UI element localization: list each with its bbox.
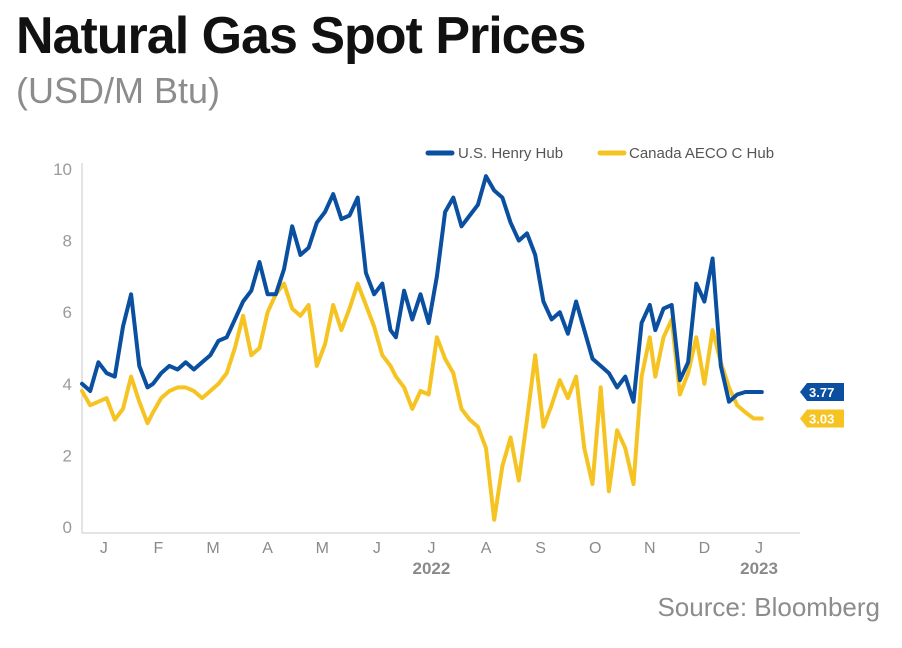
y-axis-ticks: 0 2 4 6 8 10 xyxy=(53,160,72,537)
x-tick-label: M xyxy=(316,540,329,557)
series-line-henry-hub xyxy=(80,174,764,404)
y-tick-label: 2 xyxy=(63,446,72,465)
x-tick-label: J xyxy=(427,540,435,557)
source-note: Source: Bloomberg xyxy=(657,592,880,622)
end-value-label-aeco: 3.03 xyxy=(809,412,834,427)
x-tick-label: A xyxy=(262,540,273,557)
x-year-label: 2023 xyxy=(740,559,778,578)
x-tick-label: A xyxy=(481,540,492,557)
y-tick-label: 8 xyxy=(63,232,72,251)
y-tick-label: 10 xyxy=(53,160,72,179)
x-tick-label: O xyxy=(589,540,601,557)
end-value-tag-aeco: 3.03 xyxy=(800,409,844,428)
end-value-label-henry-hub: 3.77 xyxy=(809,385,834,400)
x-axis-year-labels: 2022 2023 xyxy=(413,559,778,578)
x-tick-label: J xyxy=(755,540,763,557)
legend: U.S. Henry Hub Canada AECO C Hub xyxy=(425,145,774,162)
chart-title: Natural Gas Spot Prices xyxy=(16,7,586,65)
x-tick-label: J xyxy=(100,540,108,557)
y-tick-label: 0 xyxy=(63,518,72,537)
x-tick-label: J xyxy=(373,540,381,557)
series-line-aeco xyxy=(80,281,764,522)
y-tick-label: 4 xyxy=(63,375,72,394)
x-tick-label: F xyxy=(154,540,164,557)
end-value-tag-henry-hub-bg xyxy=(800,383,844,402)
legend-label-henry-hub: U.S. Henry Hub xyxy=(458,145,563,162)
end-value-tag-henry-hub: 3.77 xyxy=(800,383,844,402)
x-year-label: 2022 xyxy=(413,559,451,578)
x-tick-label: S xyxy=(535,540,546,557)
y-tick-label: 6 xyxy=(63,303,72,322)
x-tick-label: N xyxy=(644,540,656,557)
end-value-tag-aeco-bg xyxy=(800,409,844,428)
x-tick-label: D xyxy=(699,540,711,557)
chart-subtitle: (USD/M Btu) xyxy=(16,70,221,111)
legend-label-aeco: Canada AECO C Hub xyxy=(629,145,774,162)
x-tick-label: M xyxy=(206,540,219,557)
